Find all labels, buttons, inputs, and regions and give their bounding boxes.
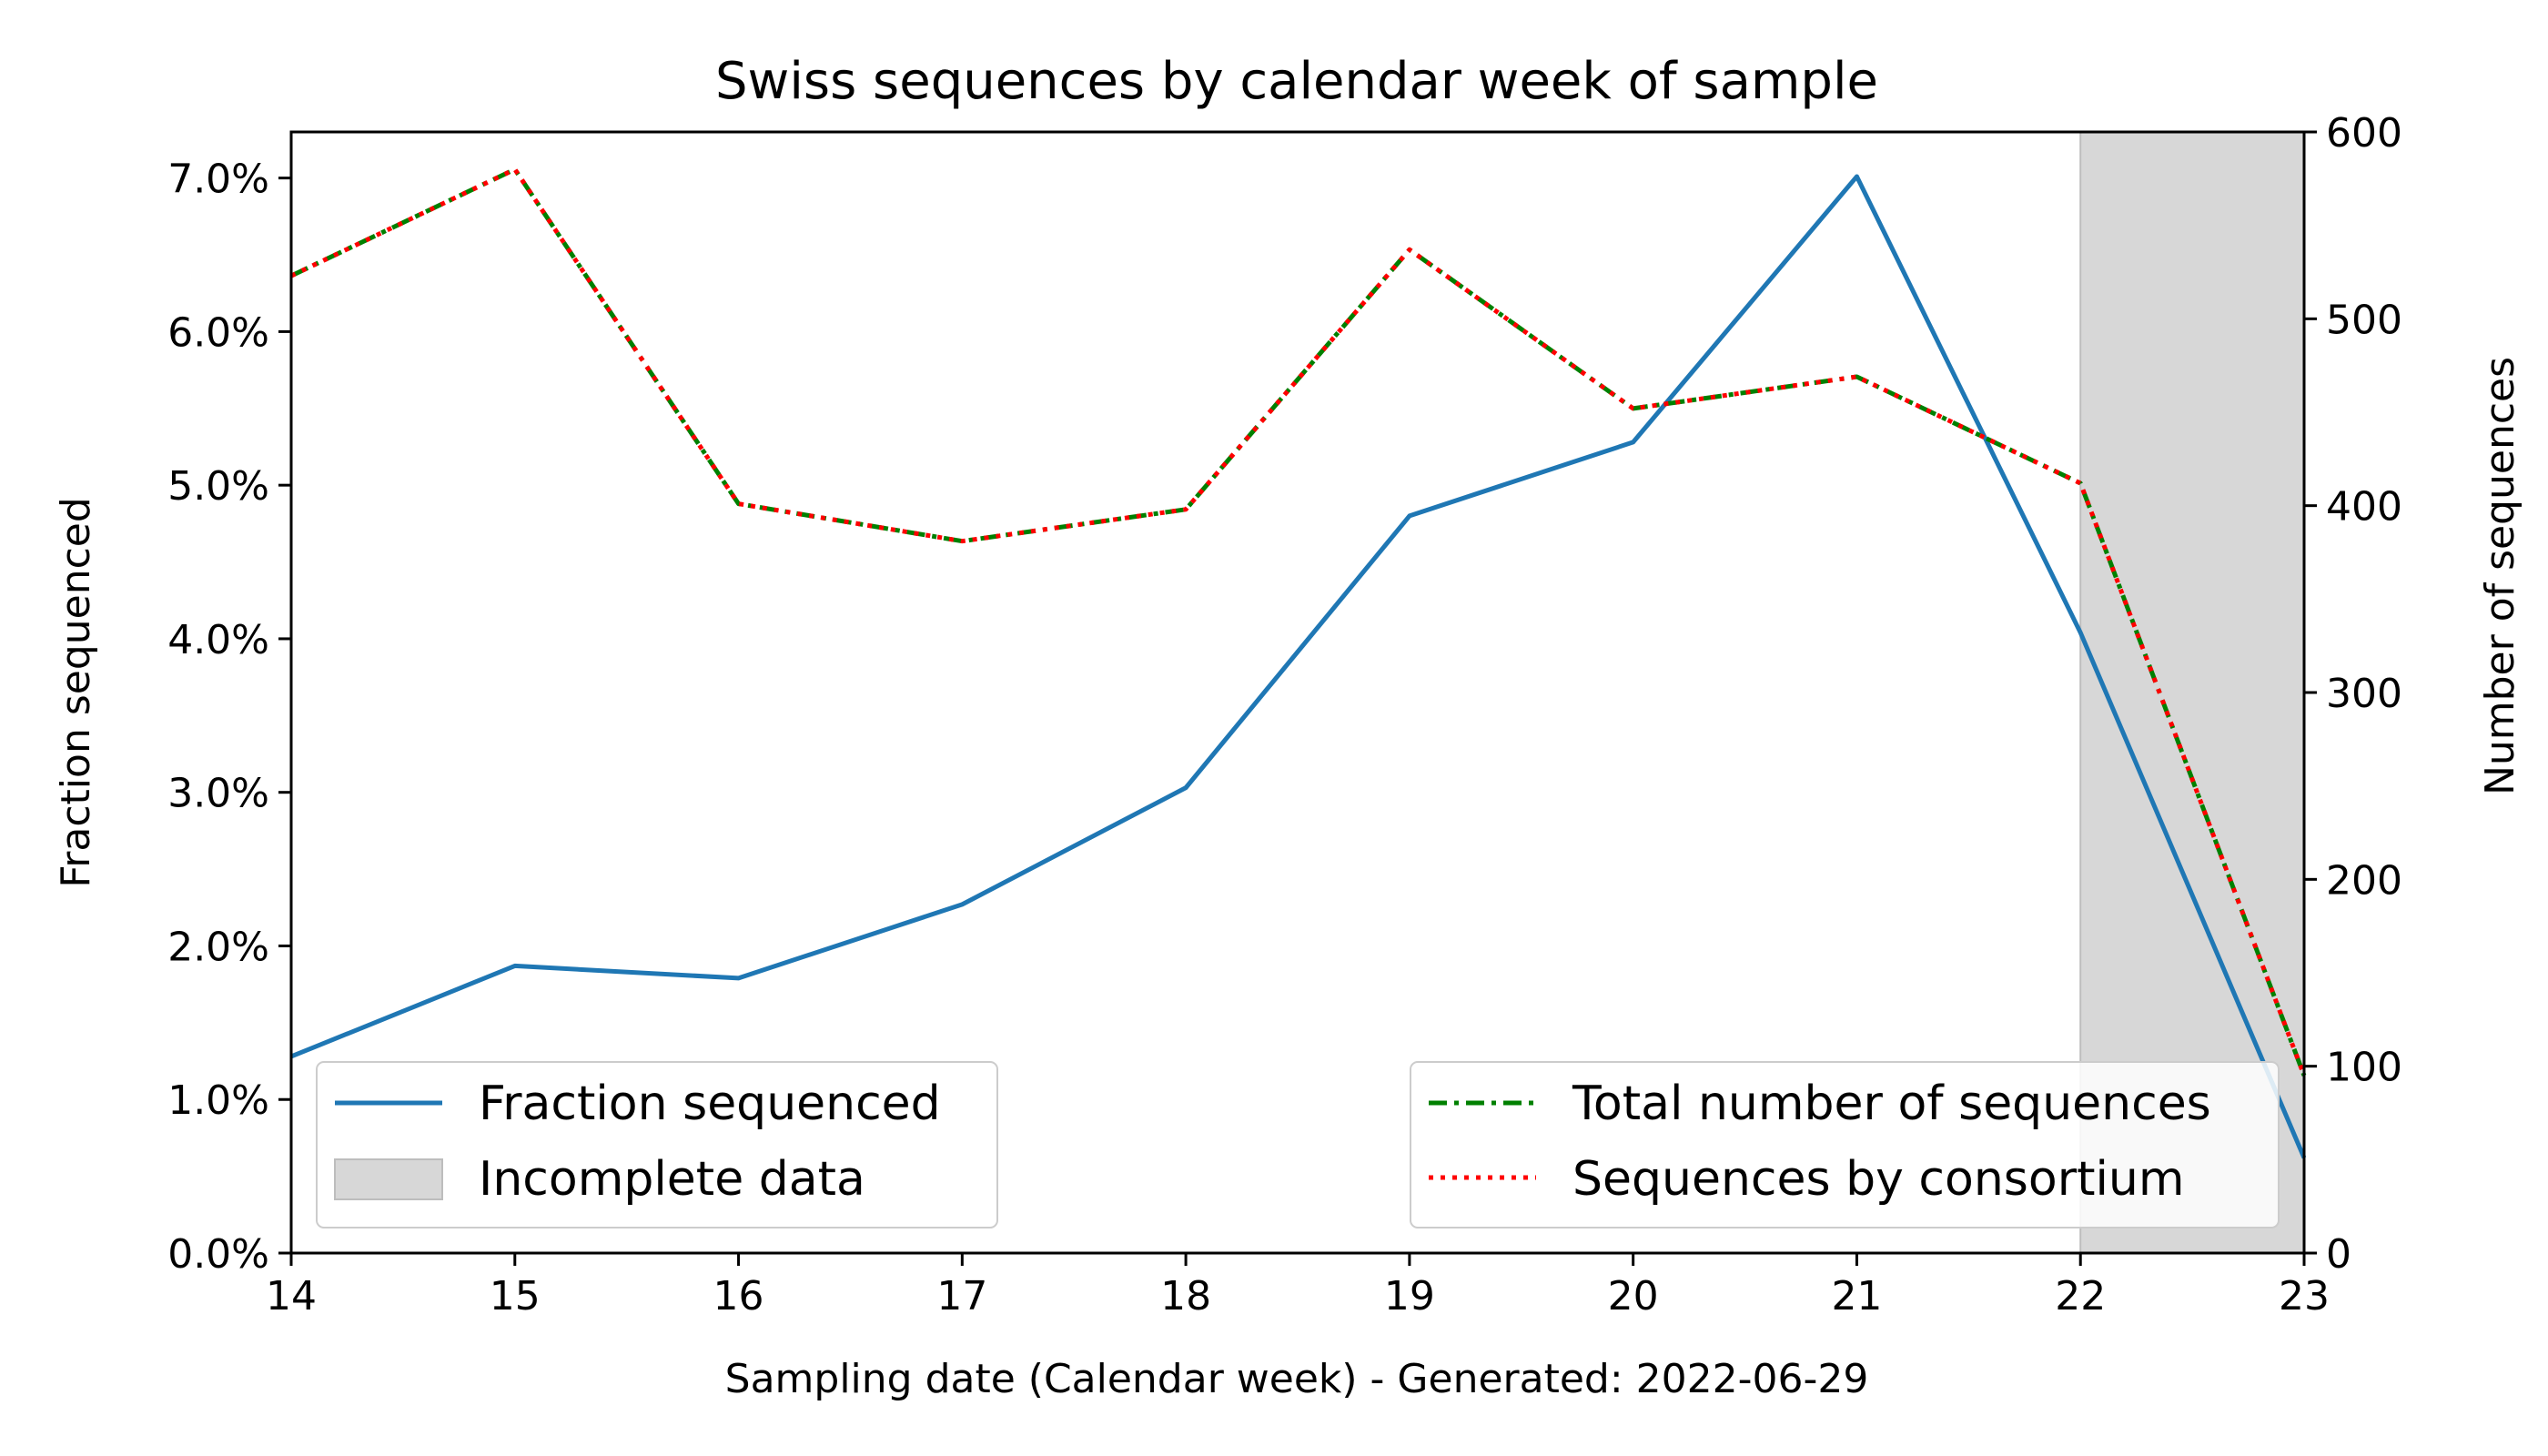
x-tick-label: 16 [713, 1273, 764, 1320]
chart-title: Swiss sequences by calendar week of samp… [715, 52, 1878, 111]
left-y-tick-label: 1.0% [167, 1077, 269, 1124]
series-line-total-number-of-sequences [289, 167, 2307, 1077]
legend-left: Fraction sequenced Incomplete data [316, 1061, 998, 1228]
legend-right-box [1410, 1061, 2280, 1228]
legend-label-incomplete-data: Incomplete data [479, 1152, 865, 1207]
x-tick-label: 14 [266, 1273, 317, 1320]
series-line-fraction-sequenced [290, 174, 2307, 1159]
legend-label-fraction-sequenced: Fraction sequenced [479, 1077, 941, 1131]
x-tick-label: 19 [1384, 1273, 1435, 1320]
x-axis-title: Sampling date (Calendar week) - Generate… [725, 1356, 1869, 1402]
series-layer [289, 167, 2307, 1159]
legend-label-sequences-by-consortium: Sequences by consortium [1572, 1152, 2185, 1207]
left-y-axis-ticks: 0.0% 1.0% 2.0% 3.0% 4.0% 5.0% 6.0% 7.0% [167, 157, 291, 1278]
left-y-tick-label: 6.0% [167, 309, 269, 356]
x-tick-label: 15 [490, 1273, 541, 1320]
right-y-axis-title: Number of sequences [2477, 357, 2523, 795]
right-y-tick-label: 300 [2326, 671, 2402, 717]
legend-label-total-number-of-sequences: Total number of sequences [1572, 1077, 2211, 1131]
x-tick-label: 20 [1608, 1273, 1659, 1320]
x-tick-label: 17 [936, 1273, 987, 1320]
legend-left-box [316, 1061, 998, 1228]
right-y-axis-ticks: 0 100 200 300 400 500 600 [2304, 110, 2402, 1278]
left-y-axis-title: Fraction sequenced [53, 497, 99, 888]
left-y-tick-label: 5.0% [167, 463, 269, 510]
left-y-tick-label: 3.0% [167, 771, 269, 817]
x-tick-label: 21 [1831, 1273, 1882, 1320]
right-y-tick-label: 400 [2326, 484, 2402, 531]
x-axis-ticks: 14 15 16 17 18 19 20 21 22 23 [266, 1253, 2330, 1320]
left-y-tick-label: 0.0% [167, 1231, 269, 1278]
right-y-tick-label: 0 [2326, 1231, 2351, 1278]
left-y-tick-label: 7.0% [167, 157, 269, 203]
right-y-tick-label: 500 [2326, 297, 2402, 343]
x-tick-label: 22 [2055, 1273, 2106, 1320]
x-tick-label: 23 [2279, 1273, 2330, 1320]
right-y-tick-label: 200 [2326, 857, 2402, 904]
legend-right: Total number of sequences Sequences by c… [1410, 1061, 2280, 1228]
right-y-tick-label: 100 [2326, 1045, 2402, 1091]
left-y-tick-label: 4.0% [167, 617, 269, 663]
series-line-sequences-by-consortium [289, 167, 2307, 1077]
legend-swatch-incomplete-data [334, 1158, 443, 1200]
left-y-tick-label: 2.0% [167, 924, 269, 970]
right-y-tick-label: 600 [2326, 110, 2402, 157]
x-tick-label: 18 [1160, 1273, 1211, 1320]
